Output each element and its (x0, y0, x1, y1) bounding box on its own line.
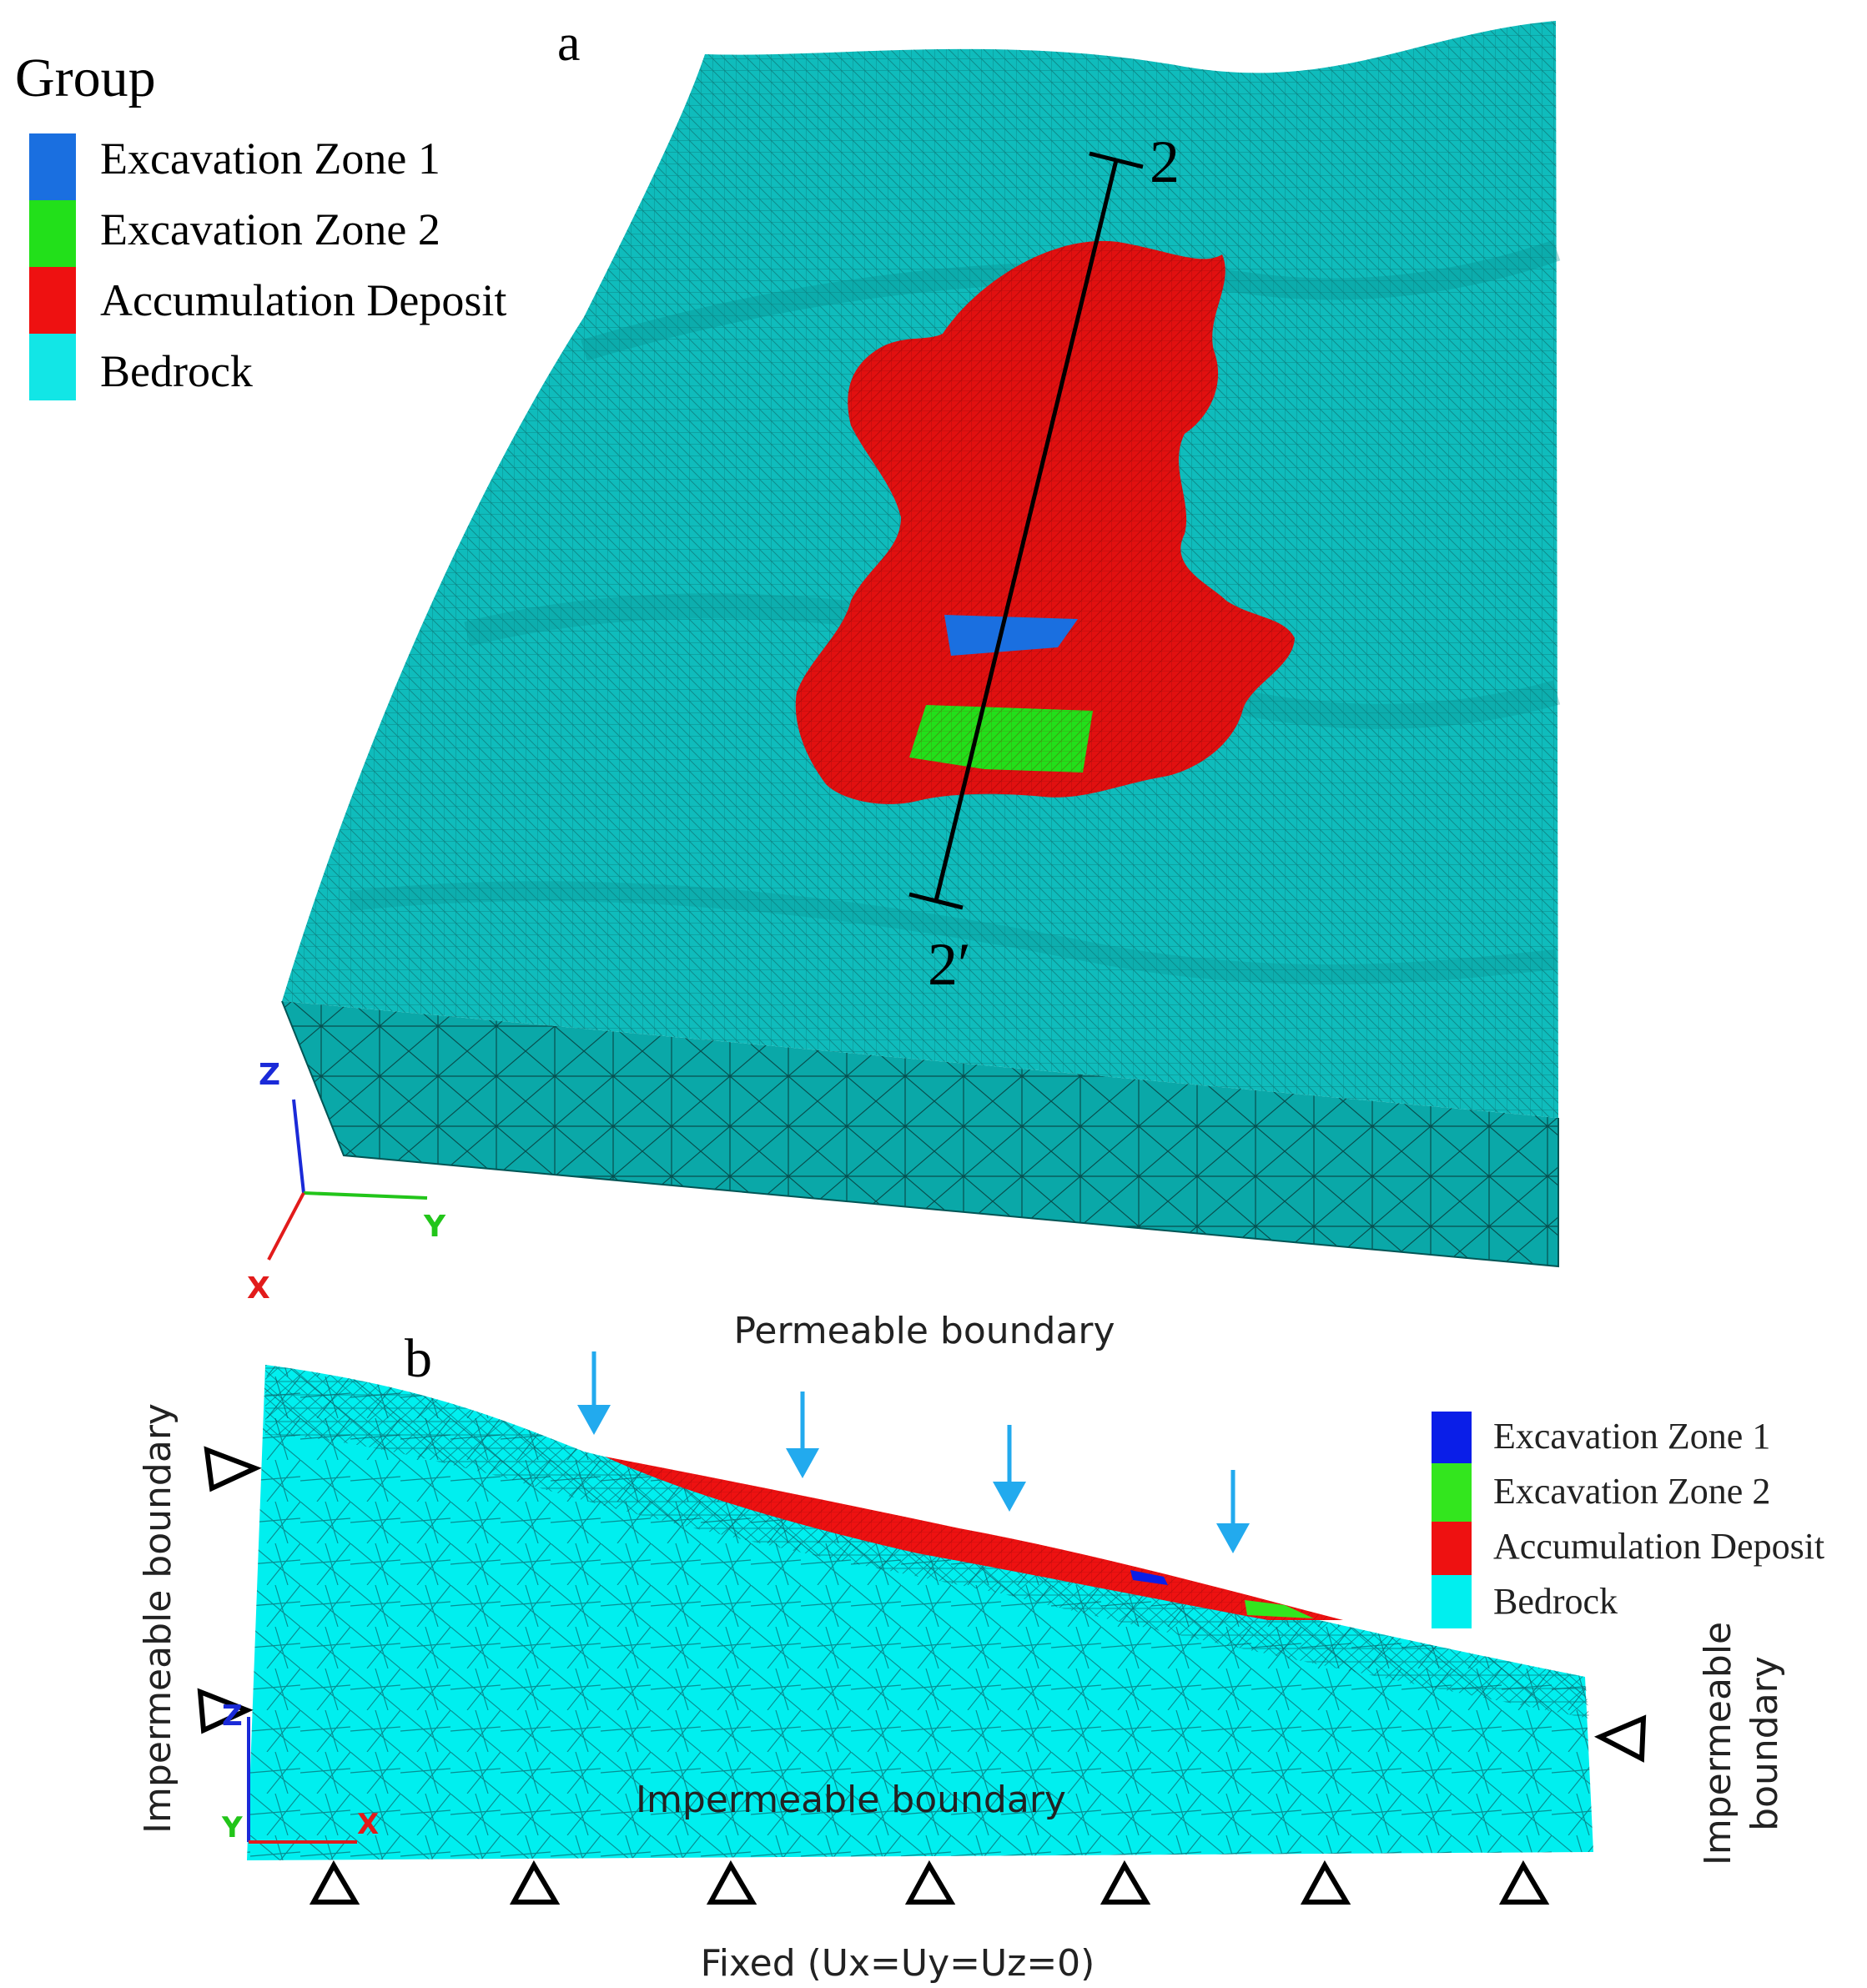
pin-support-icon (509, 1860, 561, 1905)
legend-b-swatch-excavation-zone-2 (1432, 1463, 1472, 1522)
section-excavation-zone-2 (1245, 1600, 1314, 1618)
pin-support-icon (706, 1860, 757, 1905)
legend-label-bedrock: Bedrock (100, 346, 253, 396)
axis-b-label-z: Z (222, 1699, 243, 1733)
down-arrow-icon (993, 1425, 1026, 1512)
supports (197, 1446, 1647, 1905)
legend-swatch-excavation-zone-1 (29, 133, 76, 200)
legend-b-label-accumulation-deposit: Accumulation Deposit (1493, 1526, 1824, 1567)
down-arrow-icon (1216, 1470, 1250, 1553)
legend-b-swatch-bedrock (1432, 1575, 1472, 1628)
pin-support-icon (1100, 1860, 1151, 1905)
legend-title: Group (15, 48, 156, 108)
pin-support-icon (1498, 1860, 1550, 1905)
panel-a: a Group Excavation Zone 1 Excavation Zon… (15, 15, 1561, 1306)
section-line (908, 151, 1144, 910)
permeable-boundary-label: Permeable boundary (733, 1310, 1115, 1352)
legend-swatch-accumulation-deposit (29, 267, 76, 334)
down-arrow-icon (786, 1392, 819, 1478)
panel-b-label: b (405, 1328, 432, 1389)
excavation-zone-1-region (944, 615, 1078, 656)
legend-b-label-excavation-zone-2: Excavation Zone 2 (1493, 1471, 1770, 1512)
accumulation-deposit-mesh (795, 240, 1295, 804)
legend-swatch-bedrock (29, 334, 76, 400)
pin-support-icon (1300, 1860, 1351, 1905)
legend-b-label-excavation-zone-1: Excavation Zone 1 (1493, 1416, 1770, 1457)
roller-support-icon (1593, 1714, 1647, 1763)
down-arrow-icon (577, 1351, 611, 1435)
panel-a-legend: Group Excavation Zone 1 Excavation Zone … (15, 48, 506, 400)
legend-swatch-excavation-zone-2 (29, 200, 76, 267)
axis-triad-a: Z Y X (247, 1058, 446, 1306)
legend-b-swatch-accumulation-deposit (1432, 1522, 1472, 1575)
model-side-mesh (282, 1001, 1558, 1266)
fixed-support-label: Fixed (Ux=Uy=Uz=0) (701, 1942, 1095, 1985)
model-side-outline (281, 1000, 1559, 1268)
axis-b-label-y: Y (221, 1811, 243, 1845)
pin-support-icon (309, 1860, 360, 1905)
impermeable-boundary-left-label: Impermeable boundary (137, 1403, 179, 1834)
roller-support-icon (204, 1446, 262, 1492)
legend-b-label-bedrock: Bedrock (1493, 1581, 1618, 1622)
impermeable-boundary-bottom-label: Impermeable boundary (636, 1779, 1066, 1821)
terrain-ridge (349, 881, 1558, 985)
impermeable-boundary-right-label-line-1: Impermeable (1697, 1622, 1739, 1865)
rain-arrows (577, 1351, 1250, 1553)
legend-label-excavation-zone-2: Excavation Zone 2 (100, 204, 440, 254)
impermeable-boundary-right-label-line-2: boundary (1744, 1656, 1786, 1831)
panel-b: b Permeable boundary Excavation Zone 1 E… (137, 1310, 1824, 1985)
axis-label-x: X (247, 1271, 270, 1306)
section-label-end: 2′ (928, 931, 971, 998)
section-label-start: 2 (1150, 128, 1180, 195)
legend-b-swatch-excavation-zone-1 (1432, 1412, 1472, 1463)
panel-b-legend: Excavation Zone 1 Excavation Zone 2 Accu… (1432, 1412, 1824, 1628)
legend-label-accumulation-deposit: Accumulation Deposit (100, 275, 506, 325)
excavation-zone-2-mesh (909, 705, 1093, 773)
legend-label-excavation-zone-1: Excavation Zone 1 (100, 133, 440, 184)
axis-label-z: Z (259, 1058, 280, 1092)
panel-a-label: a (557, 15, 581, 72)
axis-label-y: Y (423, 1210, 446, 1244)
roller-support-icon (197, 1688, 254, 1734)
pin-support-icon (904, 1860, 956, 1905)
axis-b-label-x: X (357, 1808, 379, 1841)
section-excavation-zone-1 (1130, 1570, 1168, 1585)
axis-triad-b: Z Y X (221, 1699, 379, 1845)
